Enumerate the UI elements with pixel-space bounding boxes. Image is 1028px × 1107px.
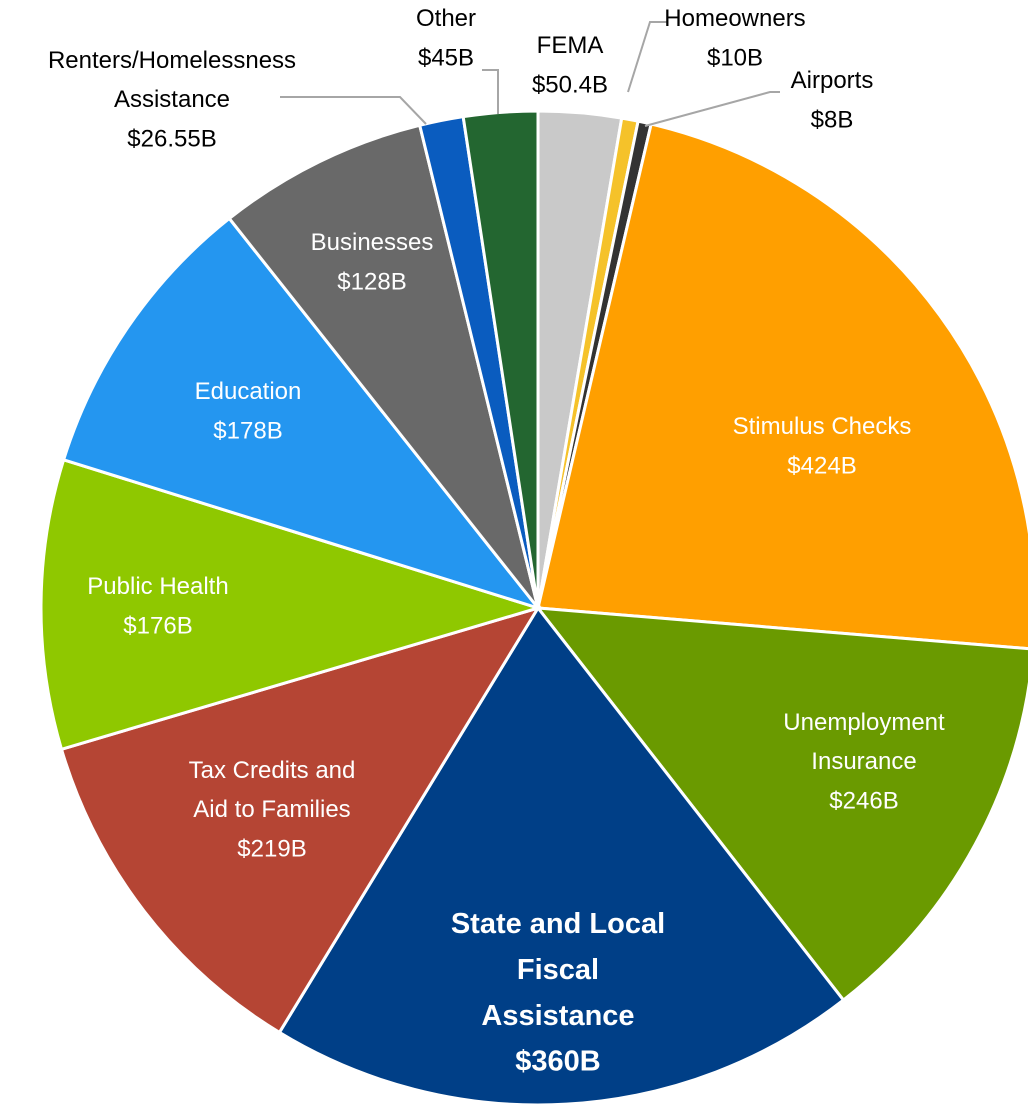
slice-value-label: $176B	[123, 612, 192, 639]
slice-label-line: Assistance	[481, 1000, 634, 1032]
pie-slice	[39, 457, 544, 752]
leader-line	[627, 21, 668, 93]
slice-label-line: Homeowners	[664, 5, 805, 32]
slice-value-label: $219B	[237, 835, 306, 862]
leader-line	[280, 96, 427, 125]
slice-label-line: Stimulus Checks	[733, 413, 912, 440]
slice-label: Businesses	[311, 229, 434, 256]
slice-label: Unemployment Insurance	[783, 709, 945, 775]
slice-value-label: $128B	[337, 268, 406, 295]
slice-value-label: $50.4B	[532, 71, 608, 98]
slice-label-line: Other	[416, 5, 476, 32]
pie-slice	[227, 123, 540, 609]
slice-label: Airports	[791, 67, 874, 94]
pie-slice	[461, 109, 540, 609]
slice-value-label: $8B	[811, 106, 854, 133]
pie-slice	[536, 122, 1028, 651]
slice-label-line: Airports	[791, 67, 874, 94]
slice-label-line: State and Local	[451, 908, 665, 940]
slice-label: State and Local Fiscal Assistance	[451, 908, 665, 1032]
slice-label-line: Assistance	[114, 86, 230, 113]
slice-label-line: Education	[195, 378, 302, 405]
slice-label: Stimulus Checks	[733, 413, 912, 440]
slice-label: Education	[195, 378, 302, 405]
pie-slice	[277, 605, 846, 1107]
slice-value-label: $360B	[515, 1046, 600, 1078]
slice-value-label: $26.55B	[127, 125, 216, 152]
slice-label: Renters/Homelessness Assistance	[48, 47, 296, 113]
leader-line	[644, 91, 780, 127]
slice-label: Homeowners	[664, 5, 805, 32]
slice-label: Public Health	[87, 573, 228, 600]
slice-label-line: Aid to Families	[193, 796, 350, 823]
pie-slice	[61, 216, 543, 611]
slice-value-label: $246B	[829, 787, 898, 814]
slice-label-line: Renters/Homelessness	[48, 47, 296, 74]
slice-label-line: Fiscal	[517, 954, 599, 986]
slice-label-line: Businesses	[311, 229, 434, 256]
slice-label-line: Insurance	[811, 748, 916, 775]
slice-value-label: $178B	[213, 417, 282, 444]
slice-label-line: Public Health	[87, 573, 228, 600]
slice-label-line: FEMA	[537, 32, 604, 59]
slice-value-label: $45B	[418, 44, 474, 71]
slice-label: FEMA	[537, 32, 604, 59]
slice-label: Tax Credits and Aid to Families	[189, 757, 356, 823]
slice-label: Other	[416, 5, 476, 32]
slice-value-label: $10B	[707, 44, 763, 71]
slice-value-label: $424B	[787, 452, 856, 479]
leader-line	[482, 69, 499, 114]
slice-label-line: Tax Credits and	[189, 757, 356, 784]
slice-label-line: Unemployment	[783, 709, 945, 736]
